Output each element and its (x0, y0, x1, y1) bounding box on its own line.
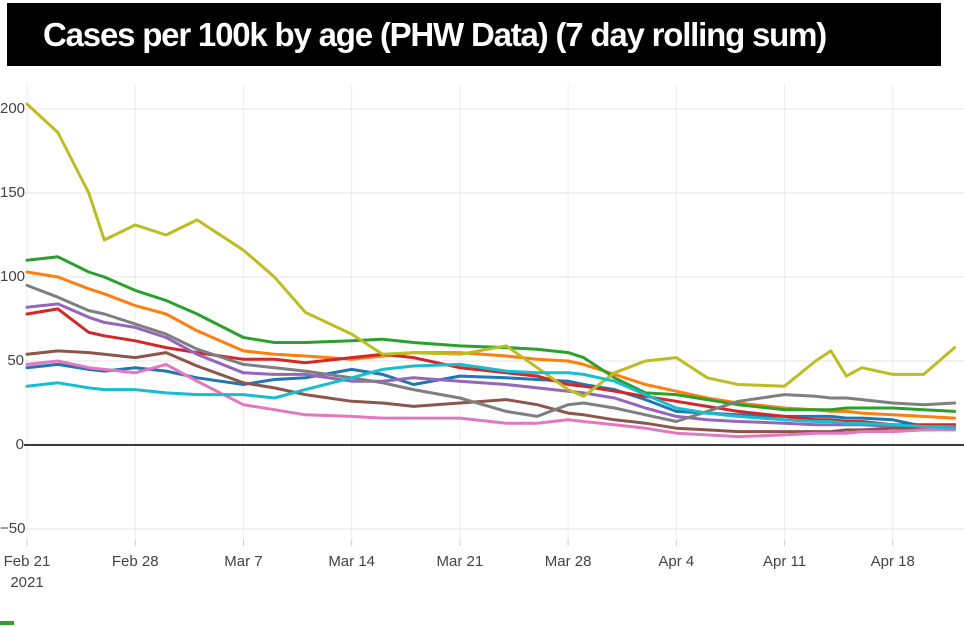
x-tick-label: Feb 21 2021 (0, 551, 62, 593)
series-line-orange[interactable] (25, 270, 957, 420)
x-tick-label: Feb 28 (111, 553, 159, 570)
y-tick-label: 100 (0, 268, 26, 285)
x-tick-label: Apr 11 (762, 553, 807, 570)
chart-title-bar: Cases per 100k by age (PHW Data) (7 day … (7, 3, 941, 66)
y-tick-label: 50 (7, 352, 24, 369)
chart-title: Cases per 100k by age (PHW Data) (7 day … (43, 15, 827, 53)
series-line-red[interactable] (25, 307, 957, 427)
series-line-brown[interactable] (25, 349, 957, 434)
x-tick-label: Mar 28 (544, 553, 592, 570)
series-line-pink[interactable] (25, 359, 957, 439)
x-tick-label: Mar 7 (224, 553, 263, 570)
x-tick-label: Mar 14 (328, 553, 375, 570)
x-tick-label: Apr 4 (658, 553, 695, 570)
series-line-green[interactable] (25, 255, 957, 413)
y-tick-label: 200 (0, 100, 26, 117)
x-tick-year-label: 2021 (10, 574, 44, 591)
y-tick-label: 150 (0, 184, 26, 201)
series-line-cyan[interactable] (25, 362, 957, 430)
series-line-blue[interactable] (25, 362, 957, 428)
legend-swatch[interactable] (0, 621, 14, 625)
series-line-olive[interactable] (25, 102, 957, 398)
y-tick-label: −50 (0, 520, 26, 537)
x-tick-label: Apr 18 (870, 553, 915, 570)
series-line-gray[interactable] (25, 283, 957, 423)
y-tick-label: 0 (15, 436, 24, 453)
x-tick-label: Mar 21 (436, 553, 484, 570)
series-line-purple[interactable] (25, 302, 957, 428)
